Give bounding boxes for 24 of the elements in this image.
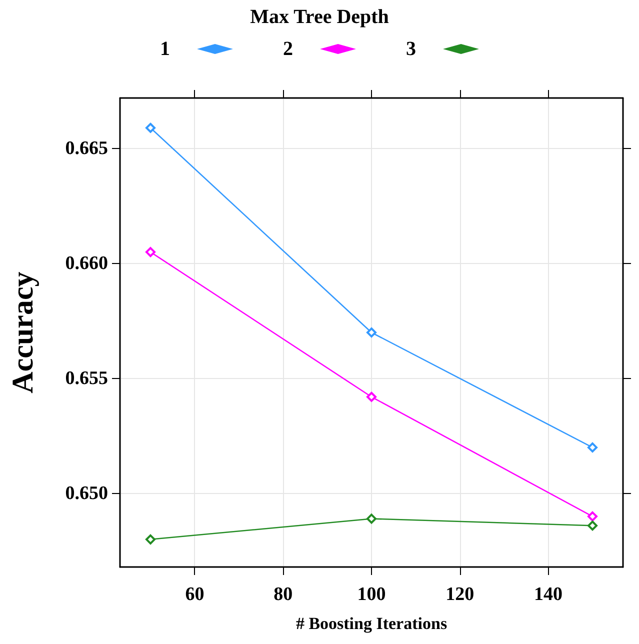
x-tick-label: 120: [446, 584, 474, 605]
y-axis-title: Accuracy: [6, 272, 40, 394]
point: [588, 511, 598, 522]
point: [366, 514, 376, 524]
legend-label: 3: [406, 38, 416, 60]
y-tick-label: 0.655: [65, 368, 108, 389]
legend-label: 2: [283, 38, 293, 60]
y-tick-label: 0.660: [65, 253, 108, 274]
legend-label: 1: [160, 38, 170, 60]
x-tick-label: 100: [357, 584, 386, 605]
y-tick-label: 0.665: [65, 138, 108, 160]
y-tick-label: 0.650: [65, 482, 108, 504]
point: [588, 520, 598, 531]
x-axis-title: # Boosting Iterations: [296, 614, 448, 633]
point: [146, 247, 156, 258]
point: [366, 392, 376, 402]
point: [146, 122, 156, 133]
x-tick-label: 80: [274, 584, 293, 605]
legend-title: Max Tree Depth: [250, 6, 389, 28]
x-tick-label: 60: [185, 584, 204, 605]
point: [366, 328, 376, 338]
point: [146, 534, 156, 544]
point: [588, 442, 598, 452]
x-tick-label: 140: [534, 584, 563, 605]
